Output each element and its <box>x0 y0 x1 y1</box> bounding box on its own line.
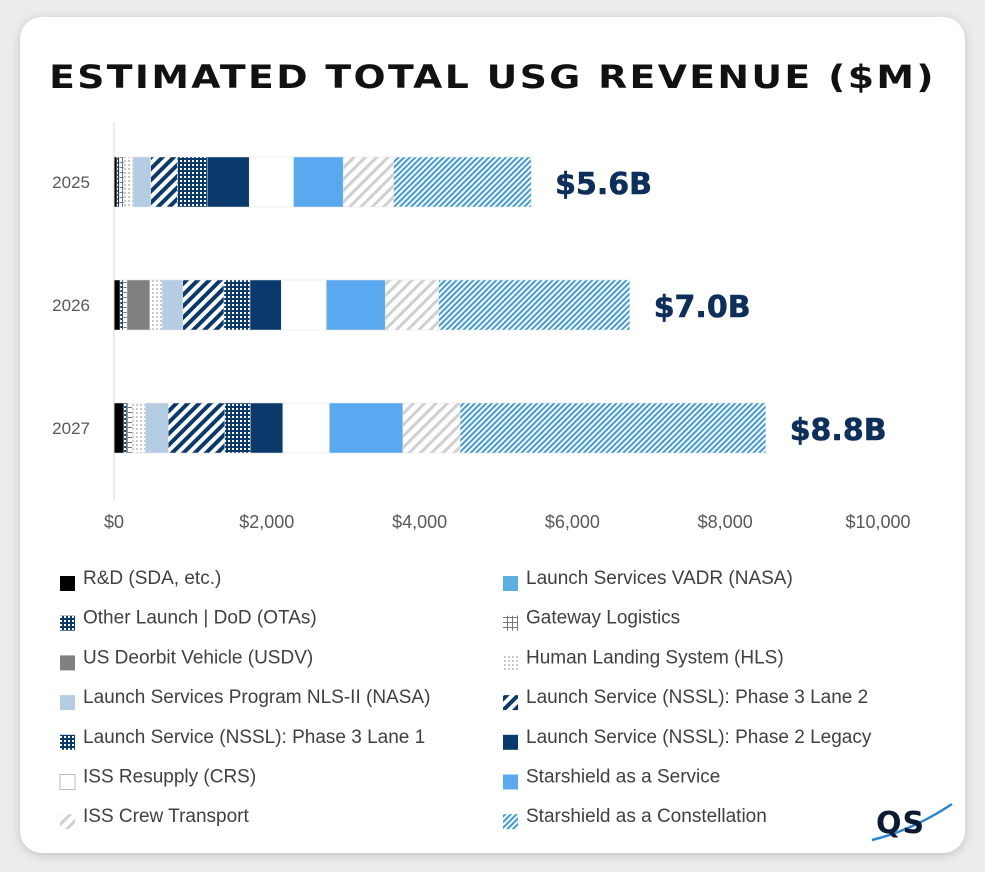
bar-segment-2025-gateway-logistics <box>119 156 125 208</box>
axis-layer: $0 $2,000 $4,000 $6,000 $8,000 $10,000 <box>104 512 911 532</box>
bar-segment-2025-starshield-as-a-service <box>293 156 344 208</box>
legend-swatch <box>503 814 518 830</box>
x-tick-label: $8,000 <box>698 512 753 532</box>
bar-segment-2026-starshield-as-a-constellation <box>438 279 630 331</box>
bar-segment-2026-launch-service-nssl-phase-3-lane-2 <box>182 279 225 331</box>
bar-segment-2027-starshield-as-a-service <box>329 402 404 454</box>
bar-segment-2027-launch-services-program-nls-ii-nasa <box>145 402 169 454</box>
legend-swatch <box>503 576 518 591</box>
legend-item-launch-services-vadr-nasa: Launch Services VADR (NASA) <box>503 568 793 591</box>
legend-swatch <box>60 695 75 711</box>
legend-swatch <box>503 734 518 750</box>
legend-swatch <box>60 655 75 671</box>
bar-segment-2025-other-launch-dod-otas <box>116 156 120 208</box>
legend-swatch <box>60 814 75 830</box>
bar-segment-2027-launch-service-nssl-phase-2-legacy <box>250 402 284 454</box>
chart-title: ESTIMATED TOTAL USG REVENUE ($M) <box>49 58 936 96</box>
legend-swatch <box>59 774 76 790</box>
bar-segment-2027-iss-crew-transport <box>402 402 461 454</box>
legend-layer: R&D (SDA, etc.) Other Launch | DoD (OTAs)… <box>59 568 872 830</box>
bar-segment-2026-iss-crew-transport <box>384 279 439 331</box>
legend-label: Gateway Logistics <box>526 608 680 629</box>
bar-segment-2026-launch-service-nssl-phase-2-legacy <box>249 279 282 331</box>
bar-segment-2026-other-launch-dod-otas <box>119 279 124 331</box>
bar-segment-2026-iss-resupply-crs <box>281 279 327 331</box>
legend-label: Starshield as a Service <box>526 767 720 788</box>
bar-segment-2026-launch-service-nssl-phase-3-lane-1 <box>223 279 251 331</box>
legend-item-starshield-as-a-service: Starshield as a Service <box>503 767 720 790</box>
x-tick-label: $4,000 <box>392 512 447 532</box>
bar-segment-2025-launch-service-nssl-phase-2-legacy <box>206 156 250 208</box>
legend-label: Launch Services VADR (NASA) <box>526 568 793 589</box>
legend-label: ISS Resupply (CRS) <box>83 767 256 788</box>
bar-segment-2027-iss-resupply-crs <box>282 402 330 454</box>
legend-label: Launch Services Program NLS-II (NASA) <box>83 687 430 708</box>
bar-segment-2027-gateway-logistics <box>126 402 133 454</box>
category-label-2027: 2027 <box>52 419 90 438</box>
legend-label: Starshield as a Constellation <box>526 806 767 827</box>
bar-segment-2026-human-landing-system-hls <box>149 279 163 331</box>
bar-segment-2027-other-launch-dod-otas <box>123 402 128 454</box>
legend-item-launch-service-nssl-phase-3-lane-2: Launch Service (NSSL): Phase 3 Lane 2 <box>503 687 868 711</box>
legend-item-gateway-logistics: Gateway Logistics <box>503 608 680 631</box>
bar-segment-2025-human-landing-system-hls <box>123 156 134 208</box>
total-label-2025: $5.6B <box>555 167 652 202</box>
bar-segment-2025-launch-service-nssl-phase-3-lane-1 <box>177 156 208 208</box>
x-tick-label: $2,000 <box>239 512 294 532</box>
bar-segment-2027-launch-service-nssl-phase-3-lane-2 <box>167 402 226 454</box>
brand-logo: QS <box>876 806 926 841</box>
legend-item-launch-service-nssl-phase-3-lane-1: Launch Service (NSSL): Phase 3 Lane 1 <box>60 727 425 750</box>
legend-swatch <box>503 695 518 711</box>
bar-segment-2025-launch-services-program-nls-ii-nasa <box>132 156 151 208</box>
x-tick-label: $0 <box>104 512 124 532</box>
bar-segment-2027-human-landing-system-hls <box>132 402 146 454</box>
bar-segment-2027-starshield-as-a-constellation <box>459 402 766 454</box>
bar-segment-2026-launch-services-program-nls-ii-nasa <box>161 279 184 331</box>
legend-label: ISS Crew Transport <box>83 806 249 827</box>
legend-label: R&D (SDA, etc.) <box>83 568 221 589</box>
legend-item-iss-resupply-crs: ISS Resupply (CRS) <box>59 767 256 790</box>
logo-swoosh <box>871 802 953 842</box>
legend-swatch <box>60 615 75 631</box>
legend-label: Launch Service (NSSL): Phase 3 Lane 1 <box>83 727 425 748</box>
total-label-2026: $7.0B <box>654 290 751 325</box>
bar-segment-2026-starshield-as-a-service <box>326 279 386 331</box>
bar-segment-2027-launch-service-nssl-phase-3-lane-1 <box>224 402 252 454</box>
legend-swatch <box>503 774 518 790</box>
x-tick-label: $6,000 <box>545 512 600 532</box>
bars-layer: $5.6B 2025 $7.0B 2026 $8.8B 2027 <box>52 156 887 454</box>
bar-segment-2026-r-d-sda-etc <box>113 279 121 331</box>
bar-segment-2027-r-d-sda-etc <box>113 402 125 454</box>
legend-label: Human Landing System (HLS) <box>526 647 784 668</box>
x-tick-label: $10,000 <box>845 512 910 532</box>
legend-swatch <box>60 576 75 591</box>
legend-item-launch-service-nssl-phase-2-legacy: Launch Service (NSSL): Phase 2 Legacy <box>503 727 872 750</box>
legend-label: Other Launch | DoD (OTAs) <box>83 608 317 629</box>
bar-segment-2025-iss-resupply-crs <box>248 156 294 208</box>
legend-item-other-launch-dod-otas: Other Launch | DoD (OTAs) <box>60 608 317 631</box>
bar-segment-2026-gateway-logistics <box>122 279 128 331</box>
category-label-2026: 2026 <box>52 296 90 315</box>
bar-segment-2025-iss-crew-transport <box>342 156 394 208</box>
legend-item-r-d-sda-etc: R&D (SDA, etc.) <box>60 568 221 591</box>
bar-segment-2025-starshield-as-a-constellation <box>393 156 532 208</box>
legend-item-starshield-as-a-constellation: Starshield as a Constellation <box>503 806 767 830</box>
legend-swatch <box>503 655 518 671</box>
legend-swatch <box>60 734 75 750</box>
legend-swatch <box>503 615 518 631</box>
legend-label: US Deorbit Vehicle (USDV) <box>83 647 313 668</box>
legend-label: Launch Service (NSSL): Phase 2 Legacy <box>526 727 872 748</box>
legend-label: Launch Service (NSSL): Phase 3 Lane 2 <box>526 687 868 708</box>
legend-item-us-deorbit-vehicle-usdv: US Deorbit Vehicle (USDV) <box>60 647 313 671</box>
total-label-2027: $8.8B <box>790 413 887 448</box>
legend-item-launch-services-program-nls-ii-nasa: Launch Services Program NLS-II (NASA) <box>60 687 430 711</box>
legend-item-iss-crew-transport: ISS Crew Transport <box>60 806 249 830</box>
bar-segment-2026-us-deorbit-vehicle-usdv <box>126 279 151 331</box>
bar-segment-2025-launch-service-nssl-phase-3-lane-2 <box>150 156 178 208</box>
category-label-2025: 2025 <box>52 173 90 192</box>
legend-item-human-landing-system-hls: Human Landing System (HLS) <box>503 647 784 671</box>
